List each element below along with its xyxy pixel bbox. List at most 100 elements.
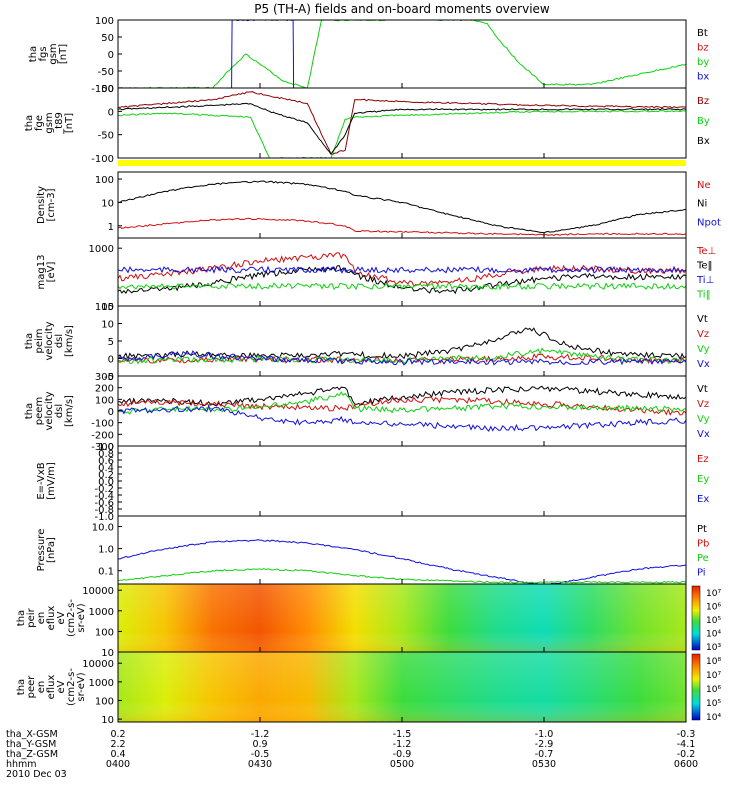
y-tick-label: 0	[108, 50, 114, 61]
y-axis-label: en	[36, 612, 47, 625]
panel-frame	[117, 171, 687, 239]
y-axis-label: tha	[16, 679, 27, 695]
y-tick-label: -200	[91, 430, 114, 441]
x-row-value: 0500	[390, 759, 414, 770]
panel-frame	[117, 19, 687, 89]
x-row-value: -4.1	[677, 739, 696, 750]
x-row-value: 0400	[106, 759, 130, 770]
series-Te⊥	[118, 252, 686, 288]
y-tick-label: 0	[108, 107, 114, 118]
colorbar-tick-label: 10⁸	[706, 657, 721, 667]
x-row-label: tha_Z-GSM	[6, 749, 58, 760]
colorbar-tick-label: 10⁵	[706, 616, 721, 626]
y-axis-label: (cm2-s-	[66, 599, 77, 637]
y-axis-label: Density	[36, 186, 47, 224]
y-axis-label: tha	[24, 333, 35, 349]
y-axis-label: (cm2-s-	[66, 668, 77, 706]
y-axis-label: E=-VxB	[36, 462, 47, 499]
y-tick-label: -100	[91, 419, 114, 430]
y-axis-label: gsm	[48, 43, 59, 64]
series-Ni	[118, 180, 686, 234]
series-By	[118, 110, 686, 158]
panel-9: 10⁸ 10⁷ 10⁶ 10⁵ 10⁴ 10000 1000 100 10 tha peer en ef…	[16, 651, 721, 726]
panel-frame	[117, 87, 687, 159]
colorbar-tick-label: 10⁶	[706, 603, 721, 613]
legend-entry: Vt	[697, 384, 708, 395]
y-axis-label: [cm-3]	[46, 188, 57, 221]
y-axis-label: [nT]	[64, 113, 75, 133]
legend-entry: Ni	[697, 199, 707, 210]
legend-entry: Npot	[697, 217, 721, 228]
y-axis-label: [km/s]	[64, 325, 75, 357]
colorbar-tick-label: 10⁷	[706, 671, 721, 681]
panel-4: 15 10 5 0 -5 tha peim velocity dsl [km/s] Vt Vz Vy Vx	[24, 302, 710, 383]
y-axis-label: tha	[16, 610, 27, 626]
y-tick-label: -100	[91, 84, 114, 95]
colorbar	[691, 585, 701, 651]
y-tick-label: 10	[101, 648, 114, 659]
series-Vy	[118, 391, 686, 415]
y-tick-label: 0	[108, 407, 114, 418]
legend-entry: Ey	[697, 474, 709, 485]
y-tick-label: 50	[101, 33, 114, 44]
legend-entry: by	[697, 57, 709, 68]
legend-entry: By	[697, 116, 710, 127]
x-row-label: hhmm	[6, 759, 37, 770]
y-axis-label: peem	[34, 397, 45, 425]
y-tick-label: -0.8	[94, 505, 114, 516]
series-Bz	[118, 91, 686, 155]
y-tick-label: -50	[98, 131, 114, 142]
legend-entry: Bx	[697, 136, 710, 147]
legend-entry: Pe	[697, 553, 709, 564]
x-row-value: -0.9	[393, 749, 412, 760]
y-tick-label: 1	[108, 222, 114, 233]
y-tick-label: -100	[91, 154, 114, 165]
y-axis-label: eflux	[46, 606, 57, 631]
y-tick-label: -0.4	[94, 491, 114, 502]
y-tick-label: 10000	[82, 586, 114, 597]
y-tick-label: 1000	[89, 244, 114, 255]
y-axis-label: [km/s]	[64, 395, 75, 427]
y-axis-label: sr-eV)	[76, 672, 87, 701]
y-tick-label: 100	[95, 696, 114, 707]
legend-entry: Bz	[697, 96, 709, 107]
panel-1: 50 0 -50 -100 tha fge gsm _t89 [nT] Bz By Bx	[24, 84, 710, 166]
legend-entry: bx	[697, 72, 709, 83]
y-tick-label: 0.6	[98, 456, 114, 467]
legend-entry: bz	[697, 43, 709, 54]
y-axis-label: peer	[26, 675, 37, 699]
legend-entry: Ti‖	[696, 290, 711, 301]
panel-6: 1.00.80.60.40.20.0-0.2-0.4-0.6-0.8-1.0 E=…	[36, 442, 709, 523]
colorbar-tick-label: 10³	[706, 643, 721, 653]
y-tick-label: 10.0	[92, 523, 114, 534]
x-row-value: 2.2	[110, 739, 125, 750]
y-tick-label: 10	[101, 715, 114, 726]
series-Vx	[118, 350, 686, 366]
colorbar-tick-label: 10⁷	[706, 589, 721, 599]
colorbar-tick-label: 10⁶	[706, 685, 721, 695]
y-tick-label: -0.2	[94, 484, 114, 495]
x-row-value: -1.0	[535, 729, 554, 740]
panel-8: 10⁷ 10⁶ 10⁵ 10⁴ 10³ 10000 1000 100 10 tha peir en ef…	[16, 583, 721, 659]
series-Vt	[118, 385, 686, 407]
y-axis-label: Pressure	[36, 529, 47, 572]
series-by	[118, 20, 686, 88]
y-axis-label: gsm	[44, 112, 55, 133]
y-axis-label: fgs	[38, 46, 49, 61]
x-row-value: -1.2	[251, 729, 270, 740]
y-tick-label: 300	[95, 372, 114, 383]
legend-entry: Pt	[697, 524, 707, 535]
y-tick-label: 10	[101, 320, 114, 331]
y-tick-label: 200	[95, 384, 114, 395]
legend-entry: Te‖	[696, 261, 713, 272]
legend-entry: Ez	[697, 454, 709, 465]
y-tick-label: 1.0	[98, 545, 114, 556]
y-axis-label: sr-eV)	[76, 603, 87, 632]
series-Bx	[118, 102, 686, 155]
legend-entry: Bt	[697, 28, 708, 39]
y-tick-label: 10000	[82, 659, 114, 670]
